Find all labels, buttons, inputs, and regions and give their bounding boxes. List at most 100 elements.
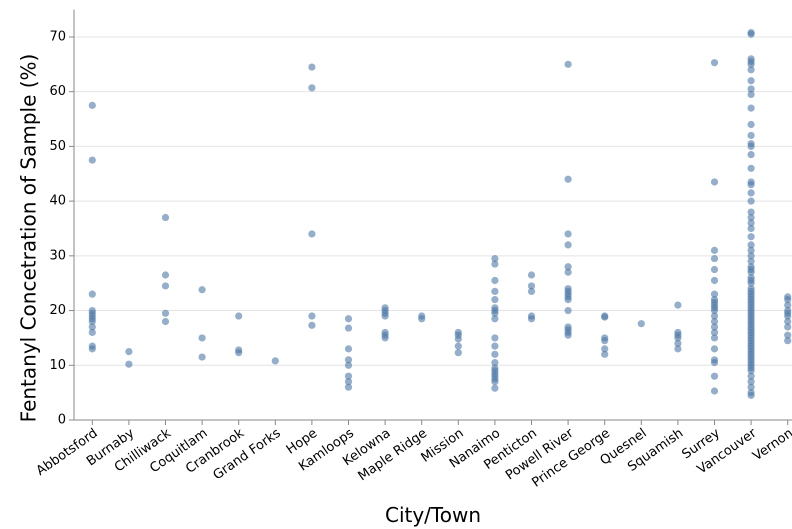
point: [381, 312, 389, 320]
point: [308, 230, 316, 238]
point: [527, 282, 536, 290]
point: [747, 104, 755, 112]
point: [564, 306, 572, 315]
point: [747, 90, 755, 99]
point: [710, 290, 719, 298]
x-axis-title: City/Town: [385, 503, 481, 527]
point: [710, 306, 719, 315]
point: [747, 241, 755, 249]
point: [747, 378, 755, 386]
y-axis-title: Fentanyl Concetration of Sample (%): [17, 54, 41, 423]
point: [710, 358, 719, 367]
point: [198, 286, 206, 294]
point: [747, 120, 755, 129]
point: [674, 345, 682, 353]
point: [161, 271, 170, 279]
point: [710, 254, 719, 263]
point: [747, 233, 755, 241]
point: [784, 312, 792, 320]
point: [491, 342, 499, 350]
point: [344, 345, 353, 353]
point: [784, 317, 792, 326]
point: [491, 384, 499, 392]
point: [637, 320, 645, 328]
point: [747, 367, 755, 375]
point: [491, 254, 499, 263]
point: [747, 151, 755, 159]
point: [454, 342, 462, 350]
point: [747, 268, 755, 276]
point: [601, 313, 609, 321]
point: [344, 383, 353, 391]
point: [527, 271, 536, 279]
point: [88, 345, 96, 353]
point: [491, 276, 499, 285]
point: [564, 230, 572, 238]
point: [674, 301, 682, 309]
point: [161, 213, 170, 222]
point: [344, 324, 353, 332]
point: [747, 60, 755, 68]
point: [747, 213, 755, 222]
point: [344, 372, 353, 380]
point: [344, 361, 353, 369]
point: [418, 315, 426, 323]
point: [235, 349, 243, 357]
point: [747, 85, 755, 93]
point: [710, 59, 719, 67]
x-tick-label: Vernon: [750, 426, 792, 464]
point: [454, 349, 462, 357]
point: [747, 391, 755, 399]
point: [454, 335, 462, 343]
point: [747, 142, 755, 150]
point: [161, 309, 170, 317]
point: [601, 345, 609, 353]
point: [747, 219, 755, 227]
y-tick-label: 70: [49, 29, 66, 44]
point: [491, 309, 499, 317]
point: [88, 101, 96, 109]
point: [198, 334, 206, 342]
point: [710, 334, 719, 342]
point: [344, 356, 353, 364]
point: [747, 30, 755, 38]
point: [308, 321, 316, 329]
point: [564, 175, 572, 183]
point: [710, 276, 719, 285]
point: [710, 265, 719, 274]
point: [747, 279, 755, 287]
point: [674, 334, 682, 342]
y-tick-label: 60: [49, 84, 66, 99]
point: [198, 353, 206, 361]
point: [747, 383, 755, 391]
y-tick-label: 20: [49, 303, 66, 318]
point: [344, 315, 353, 323]
point: [125, 360, 133, 368]
point: [88, 156, 96, 164]
point: [747, 257, 755, 265]
point: [491, 378, 499, 386]
point: [747, 246, 755, 254]
point: [601, 337, 609, 345]
point: [564, 296, 572, 304]
y-tick-label: 30: [49, 248, 66, 263]
point: [710, 328, 719, 337]
point: [747, 77, 755, 85]
point: [747, 224, 755, 233]
point: [747, 372, 755, 380]
point: [88, 317, 96, 326]
y-tick-label: 50: [49, 139, 66, 154]
point: [88, 290, 96, 298]
point: [710, 317, 719, 326]
point: [747, 252, 755, 260]
point: [747, 164, 755, 172]
point: [747, 131, 755, 140]
point: [710, 372, 719, 380]
point: [564, 268, 572, 276]
point: [710, 178, 719, 186]
point: [491, 358, 499, 367]
point: [491, 315, 499, 323]
point: [784, 301, 792, 309]
